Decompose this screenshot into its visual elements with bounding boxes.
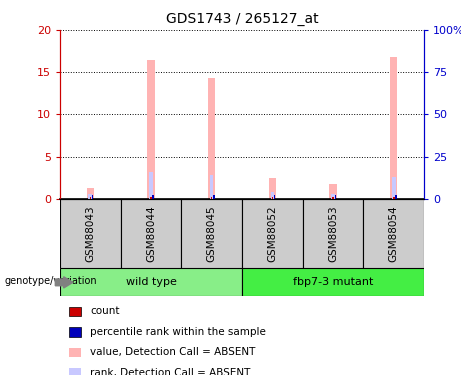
- Bar: [242, 199, 303, 268]
- Bar: [272, 197, 273, 199]
- Bar: [89, 197, 91, 199]
- Text: GSM88045: GSM88045: [207, 205, 217, 262]
- Text: GSM88052: GSM88052: [267, 205, 278, 262]
- Bar: [242, 268, 424, 296]
- Text: genotype/variation: genotype/variation: [5, 276, 97, 286]
- Bar: [269, 178, 276, 199]
- Bar: [148, 60, 154, 199]
- Bar: [149, 172, 153, 199]
- Bar: [87, 188, 94, 199]
- Bar: [210, 175, 213, 199]
- Bar: [393, 197, 395, 199]
- Bar: [271, 192, 274, 199]
- Bar: [331, 194, 335, 199]
- Bar: [211, 197, 213, 199]
- Bar: [392, 177, 396, 199]
- Bar: [92, 195, 93, 199]
- Bar: [153, 195, 154, 199]
- Text: fbp7-3 mutant: fbp7-3 mutant: [293, 277, 373, 287]
- Text: GSM88043: GSM88043: [85, 205, 95, 262]
- Bar: [274, 195, 275, 199]
- Text: GSM88053: GSM88053: [328, 205, 338, 262]
- Bar: [181, 199, 242, 268]
- Bar: [60, 268, 242, 296]
- Bar: [150, 197, 152, 199]
- Bar: [335, 195, 336, 199]
- Text: GSM88044: GSM88044: [146, 205, 156, 262]
- Bar: [363, 199, 424, 268]
- Title: GDS1743 / 265127_at: GDS1743 / 265127_at: [165, 12, 319, 26]
- Bar: [213, 195, 215, 199]
- Text: value, Detection Call = ABSENT: value, Detection Call = ABSENT: [90, 348, 255, 357]
- Text: GSM88054: GSM88054: [389, 205, 399, 262]
- Bar: [303, 199, 363, 268]
- Bar: [395, 195, 397, 199]
- Bar: [121, 199, 181, 268]
- Text: rank, Detection Call = ABSENT: rank, Detection Call = ABSENT: [90, 368, 250, 375]
- Text: wild type: wild type: [125, 277, 177, 287]
- Bar: [390, 57, 397, 199]
- Bar: [89, 194, 92, 199]
- Text: percentile rank within the sample: percentile rank within the sample: [90, 327, 266, 337]
- Text: count: count: [90, 306, 119, 316]
- Bar: [332, 197, 334, 199]
- Bar: [208, 78, 215, 199]
- Bar: [330, 184, 337, 199]
- Bar: [60, 199, 121, 268]
